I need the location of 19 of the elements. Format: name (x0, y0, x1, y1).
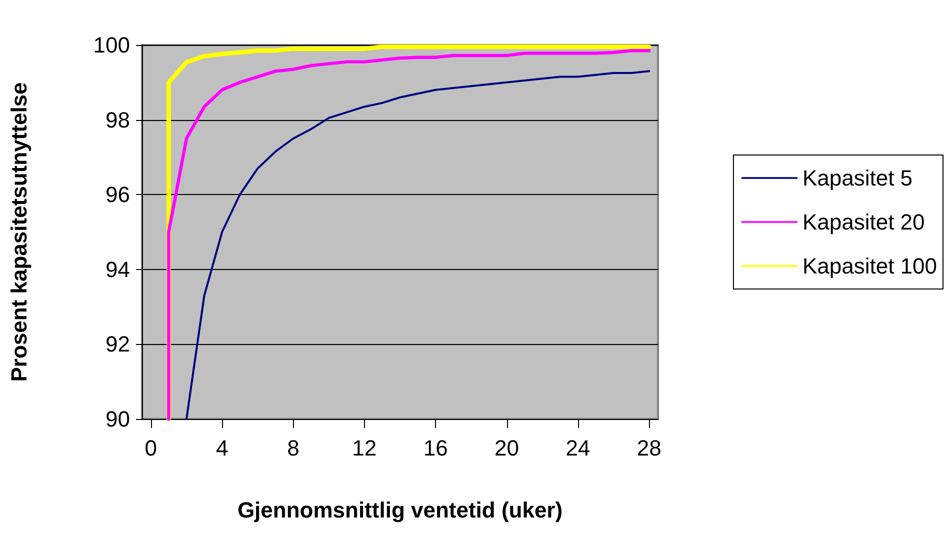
legend-label: Kapasitet 5 (802, 166, 913, 190)
y-axis-title: Prosent kapasitetsutnyttelse (6, 82, 32, 382)
x-axis-title: Gjennomsnittlig ventetid (uker) (237, 498, 563, 522)
y-tick-label: 90 (106, 406, 130, 432)
x-tick-label: 24 (566, 436, 590, 460)
y-tick-label: 92 (106, 332, 130, 357)
x-tick-label: 12 (352, 436, 377, 460)
x-tick-label: 28 (636, 436, 662, 460)
legend-label: Kapasitet 100 (802, 254, 937, 278)
x-tick-label: 16 (423, 436, 448, 460)
y-tick-label: 94 (106, 256, 130, 282)
x-tick-label: 8 (287, 436, 300, 460)
y-tick-label: 98 (106, 107, 130, 132)
y-tick-label: 96 (106, 182, 130, 208)
legend-label: Kapasitet 20 (802, 210, 925, 234)
y-tick-label: 100 (93, 32, 130, 58)
x-tick-label: 0 (144, 436, 158, 460)
x-tick-label: 20 (494, 436, 519, 460)
x-tick-label: 4 (216, 436, 228, 460)
